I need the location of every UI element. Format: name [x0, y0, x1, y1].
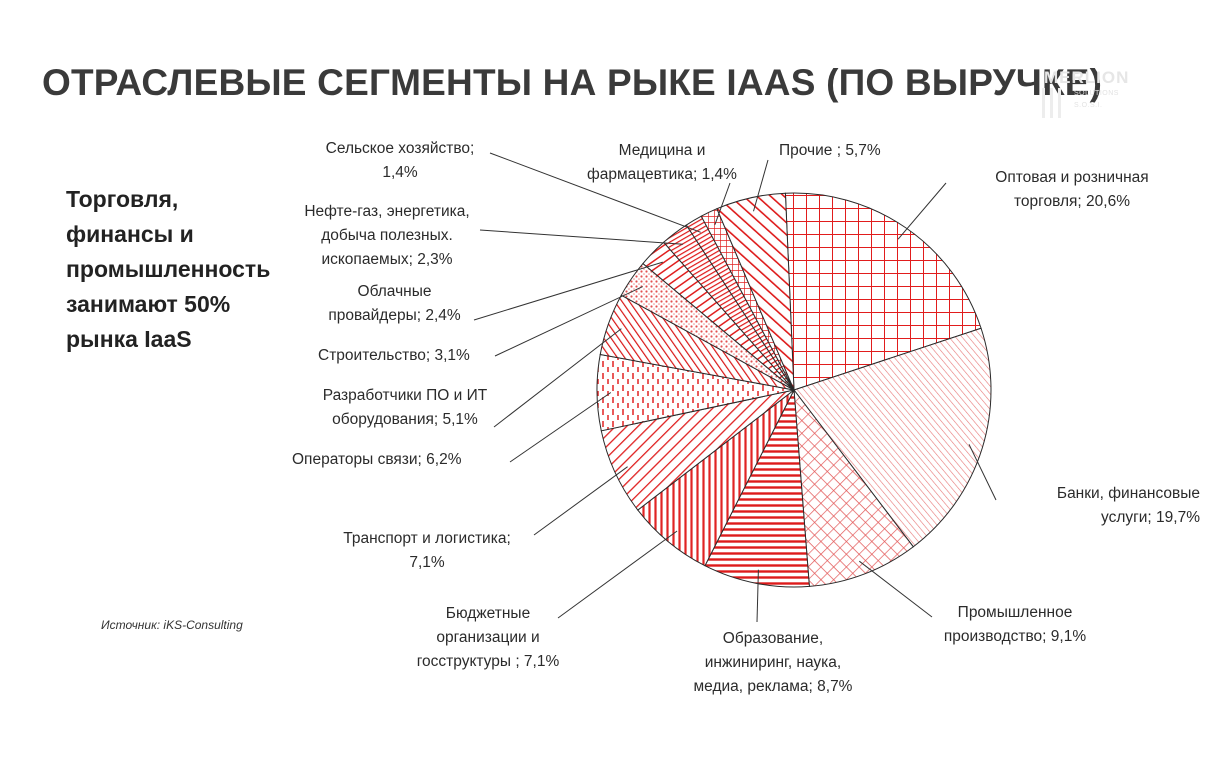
pie-slices — [596, 192, 992, 588]
slice-label-line: ископаемых; 2,3% — [321, 251, 453, 268]
slice-label-line: Сельское хозяйство; — [325, 140, 475, 157]
leader-line-wholesale — [897, 182, 947, 240]
pie-slice-industry — [793, 388, 915, 587]
logo-tagline: SOLUTIONS — [1074, 90, 1119, 97]
pie-slice-other — [716, 192, 795, 391]
slice-label-line: добыча полезных. — [321, 227, 453, 244]
pie-slice-banks — [793, 327, 992, 548]
slice-label-line: Облачные — [357, 283, 432, 300]
slice-label-education: Образование, инжиниринг, наука, медиа, рек… — [673, 627, 873, 699]
logo-bars-icon — [1040, 88, 1070, 118]
page-title: ОТРАСЛЕВЫЕ СЕГМЕНТЫ НА РЫКЕ IAAS (ПО ВЫР… — [42, 62, 1103, 103]
slice-label-transport: Транспорт и логистика; 7,1% — [312, 527, 542, 575]
logo-tagline-2: S.O.S.I. — [1074, 102, 1103, 109]
slice-label-line: госструктуры ; 7,1% — [416, 653, 560, 670]
slice-label-construction: Строительство; 3,1% — [318, 344, 518, 368]
leader-line-oilgas — [479, 229, 684, 245]
slice-label-line: медиа, реклама; 8,7% — [693, 678, 853, 695]
slice-label-line: Бюджетные — [445, 605, 531, 622]
side-note-line: Торговля, — [66, 186, 179, 212]
slice-label-line: фармацевтика; 1,4% — [587, 166, 737, 183]
leader-line-banks — [968, 444, 997, 501]
leader-line-medicine — [714, 182, 731, 225]
slice-label-line: Транспорт и логистика; — [343, 530, 511, 547]
slice-label-line: провайдеры; 2,4% — [328, 307, 461, 324]
pie-slice-wholesale — [784, 192, 982, 391]
slice-label-line: инжиниринг, наука, — [704, 654, 842, 671]
slice-label-government: Бюджетные организации и госструктуры ; 7,1… — [400, 602, 576, 674]
slice-label-line: Промышленное — [957, 604, 1073, 621]
slice-label-other: Прочие ; 5,7% — [779, 139, 939, 163]
slice-label-line: торговля; 20,6% — [1014, 193, 1130, 210]
merlion-logo: MERLION SOLUTIONS S.O.S.I. — [1040, 68, 1130, 120]
slice-label-banks: Банки, финансовые услуги; 19,7% — [1005, 482, 1200, 530]
slice-label-line: оборудования; 5,1% — [332, 411, 478, 428]
slice-label-software: Разработчики ПО и ИТ оборудования; 5,1% — [300, 384, 510, 432]
slice-label-line: Строительство; 3,1% — [318, 347, 470, 364]
slice-label-line: услуги; 19,7% — [1101, 509, 1200, 526]
side-note-line: промышленность — [66, 256, 271, 282]
slice-label-oilgas: Нефте-газ, энергетика, добыча полезных. ис… — [292, 200, 482, 272]
source-note: Источник: iKS-Consulting — [101, 618, 243, 632]
leader-line-cloud — [473, 261, 663, 321]
slice-label-line: 1,4% — [382, 164, 418, 181]
slice-label-line: Разработчики ПО и ИТ — [322, 387, 488, 404]
leader-line-education — [756, 569, 759, 623]
slice-label-telecom: Операторы связи; 6,2% — [292, 448, 522, 472]
slice-label-line: организации и — [436, 629, 540, 646]
slice-label-agriculture: Сельское хозяйство; 1,4% — [310, 137, 490, 185]
leader-line-industry — [858, 560, 933, 618]
slice-label-line: Оптовая и розничная — [995, 169, 1149, 186]
side-note: Торговля, финансы и промышленность заним… — [66, 182, 296, 357]
slice-label-industry: Промышленное производство; 9,1% — [925, 601, 1105, 649]
side-note-line: рынка IaaS — [66, 326, 192, 352]
slice-label-line: Нефте-газ, энергетика, — [304, 203, 470, 220]
leader-line-construction — [494, 286, 643, 357]
slice-label-line: Медицина и — [618, 142, 706, 159]
leader-line-agriculture — [489, 152, 701, 233]
side-note-line: финансы и — [66, 221, 194, 247]
slice-label-line: Прочие ; 5,7% — [779, 142, 881, 159]
slice-label-line: Банки, финансовые — [1056, 485, 1200, 502]
pie-slice-education — [704, 388, 810, 588]
slice-label-line: Операторы связи; 6,2% — [292, 451, 462, 468]
leader-line-government — [557, 530, 678, 619]
slice-label-cloud: Облачные провайдеры; 2,4% — [312, 280, 477, 328]
slice-label-medicine: Медицина и фармацевтика; 1,4% — [572, 139, 752, 187]
logo-brand: MERLION — [1044, 68, 1130, 87]
slice-label-line: Образование, — [722, 630, 824, 647]
side-note-line: занимают 50% — [66, 291, 231, 317]
leader-line-telecom — [509, 392, 612, 463]
leader-lines — [473, 152, 997, 623]
leader-line-other — [753, 159, 769, 212]
leader-line-software — [493, 328, 622, 428]
slice-label-wholesale: Оптовая и розничная торговля; 20,6% — [952, 166, 1192, 214]
leader-line-transport — [533, 466, 628, 536]
slice-label-line: 7,1% — [409, 554, 445, 571]
slice-label-line: производство; 9,1% — [943, 628, 1087, 645]
